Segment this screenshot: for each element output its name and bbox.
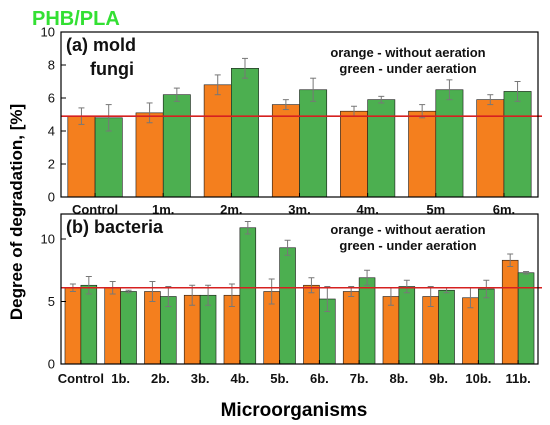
- panel-a-bar-under-2: [231, 68, 259, 198]
- panel-a-ytick-label-0: 0: [48, 190, 55, 205]
- panel-b-category-label-1: 1b.: [111, 371, 130, 386]
- y-axis-label: Degree of degradation, [%]: [7, 104, 26, 320]
- panel-a-bar-under-5: [435, 89, 464, 198]
- panel-a-bar-without-2: [203, 84, 232, 198]
- figure-title: PHB/PLA: [32, 8, 120, 30]
- panel-a-error-bar-under-6: [514, 81, 521, 102]
- panel-b-category-label-5: 5b.: [270, 371, 289, 386]
- panel-b-category-label-11: 11b.: [505, 371, 530, 386]
- panel-b-bar-under-4: [239, 227, 257, 365]
- panel-b-legend-line-1: orange - without aeration: [330, 222, 485, 237]
- panel-a-category-label-1: 1m.: [152, 202, 174, 217]
- panel-a-bar-under-1: [162, 94, 191, 198]
- panel-b-error-bar-without-3: [189, 284, 196, 306]
- panel-a-error-bar-without-1: [146, 102, 153, 124]
- panel-a-legend-line-1: orange - without aeration: [330, 45, 485, 60]
- panel-b-legend-line-2: green - under aeration: [339, 238, 476, 253]
- panel-a-ytick-label-4: 4: [48, 124, 55, 139]
- panel-b-ytick-label-0: 0: [48, 357, 55, 372]
- panel-a-category-label-4: 4m.: [356, 202, 378, 217]
- panel-b-bar-without-7: [342, 291, 360, 365]
- panel-b-bar-without-1: [104, 287, 121, 365]
- panel-a-bar-under-6: [503, 91, 532, 198]
- panel-b-error-bar-without-6: [308, 277, 315, 294]
- panel-b-error-bar-under-5: [284, 239, 291, 256]
- panel-b-error-bar-under-1: [125, 289, 132, 294]
- panel-a-mold-fungi: 0 2 4 6 8 10 Control 1m. 2m. 3m. 4m. 5m 6m. (a) mold f…: [41, 25, 542, 217]
- panel-b-category-label-8: 8b.: [389, 371, 408, 386]
- panel-b-error-bar-under-10: [483, 279, 490, 299]
- panel-b-error-bar-under-8: [403, 279, 410, 294]
- panel-b-category-label-10: 10b.: [465, 371, 491, 386]
- panel-b-bar-without-8: [382, 296, 400, 365]
- panel-a-bar-under-3: [299, 89, 328, 198]
- panel-b-frame: [60, 213, 539, 365]
- panel-b-bar-under-1: [120, 291, 137, 365]
- panel-a-bar-without-0: [67, 115, 96, 198]
- panel-a-error-bar-without-3: [282, 99, 289, 111]
- panel-b-error-bar-without-5: [268, 278, 275, 305]
- panel-b-category-label-2: 2b.: [151, 371, 170, 386]
- panel-a-error-bar-under-1: [173, 87, 180, 102]
- panel-a-ytick-label-10: 10: [41, 25, 55, 40]
- panel-a-bar-without-3: [271, 104, 300, 198]
- panel-a-bar-without-6: [476, 99, 505, 198]
- panel-a-error-bar-without-6: [487, 94, 494, 106]
- panel-b-error-bar-under-11: [523, 271, 530, 275]
- panel-a-error-bar-under-5: [446, 79, 453, 101]
- panel-a-category-label-2: 2m.: [220, 202, 242, 217]
- panel-b-error-bar-without-11: [507, 253, 514, 267]
- panel-a-bar-without-1: [135, 112, 164, 198]
- panel-b-error-bar-without-2: [149, 281, 156, 302]
- panel-a-bar-without-4: [340, 110, 368, 198]
- panel-b-error-bar-under-3: [205, 284, 212, 306]
- panel-a-error-bar-under-3: [310, 77, 317, 102]
- panel-a-category-label-3: 3m.: [288, 202, 310, 217]
- panel-b-category-label-6: 6b.: [310, 371, 329, 386]
- panel-a-bar-under-4: [367, 99, 396, 198]
- panel-b-bar-under-7: [358, 277, 376, 365]
- panel-a-legend-line-2: green - under aeration: [339, 61, 476, 76]
- panel-b-category-label-9: 9b.: [429, 371, 448, 386]
- panel-a-error-bar-under-0: [105, 104, 112, 132]
- panel-b-bar-under-8: [398, 286, 416, 365]
- panel-a-error-bar-without-2: [214, 74, 221, 96]
- panel-b-bar-without-0: [64, 287, 82, 365]
- panel-b-error-bar-under-4: [244, 221, 251, 235]
- panel-a-label: (a) mold: [66, 35, 136, 55]
- panel-a-error-bar-under-4: [378, 95, 385, 104]
- panel-b-bar-without-6: [303, 284, 320, 365]
- panel-a-ytick-label-6: 6: [48, 91, 55, 106]
- x-axis-label: Microorganisms: [221, 400, 368, 421]
- panel-b-bacteria: 0 5 10 Control 1b. 2b. 3b. 4b. 5b. 6b. 7b. 8b. 9b. 10…: [41, 213, 542, 386]
- panel-b-label: (b) bacteria: [66, 217, 164, 237]
- panel-b-category-label-3: 3b.: [191, 371, 210, 386]
- panel-b-error-bar-under-6: [324, 286, 331, 312]
- panel-b-bar-without-11: [501, 259, 519, 365]
- panel-b-error-bar-under-7: [364, 269, 371, 286]
- panel-a-category-label-6: 6m.: [493, 202, 515, 217]
- panel-b-category-label-7: 7b.: [350, 371, 369, 386]
- panel-b-error-bar-without-9: [427, 286, 434, 307]
- panel-b-category-label-4: 4b.: [230, 371, 249, 386]
- panel-b-ytick-label-10: 10: [41, 232, 55, 247]
- panel-b-bar-without-2: [144, 291, 161, 365]
- panel-a-label-2: fungi: [90, 59, 134, 79]
- panel-b-ytick-label-5: 5: [48, 294, 55, 309]
- panel-b-bar-under-10: [478, 288, 495, 365]
- panel-b-error-bar-under-0: [85, 276, 92, 295]
- panel-a-error-bar-under-2: [241, 57, 248, 79]
- panel-a-category-label-5: 5m: [426, 202, 445, 217]
- panel-a-category-label-0: Control: [72, 202, 118, 217]
- panel-b-bar-under-11: [517, 272, 535, 365]
- panel-b-bar-under-9: [438, 289, 455, 365]
- panel-b-bar-under-0: [80, 284, 98, 365]
- panel-a-ytick-label-8: 8: [48, 58, 55, 73]
- panel-b-error-bar-under-2: [165, 286, 172, 307]
- panel-b-bar-under-5: [279, 247, 296, 365]
- panel-a-bar-without-5: [408, 110, 437, 198]
- panel-b-category-label-0: Control: [58, 371, 104, 386]
- panel-a-ytick-label-2: 2: [48, 157, 55, 172]
